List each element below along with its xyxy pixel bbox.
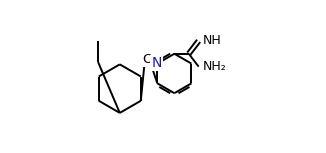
Text: N: N [151, 56, 162, 70]
Text: NH₂: NH₂ [202, 60, 226, 73]
Text: O: O [142, 53, 152, 66]
Text: NH: NH [202, 34, 221, 47]
